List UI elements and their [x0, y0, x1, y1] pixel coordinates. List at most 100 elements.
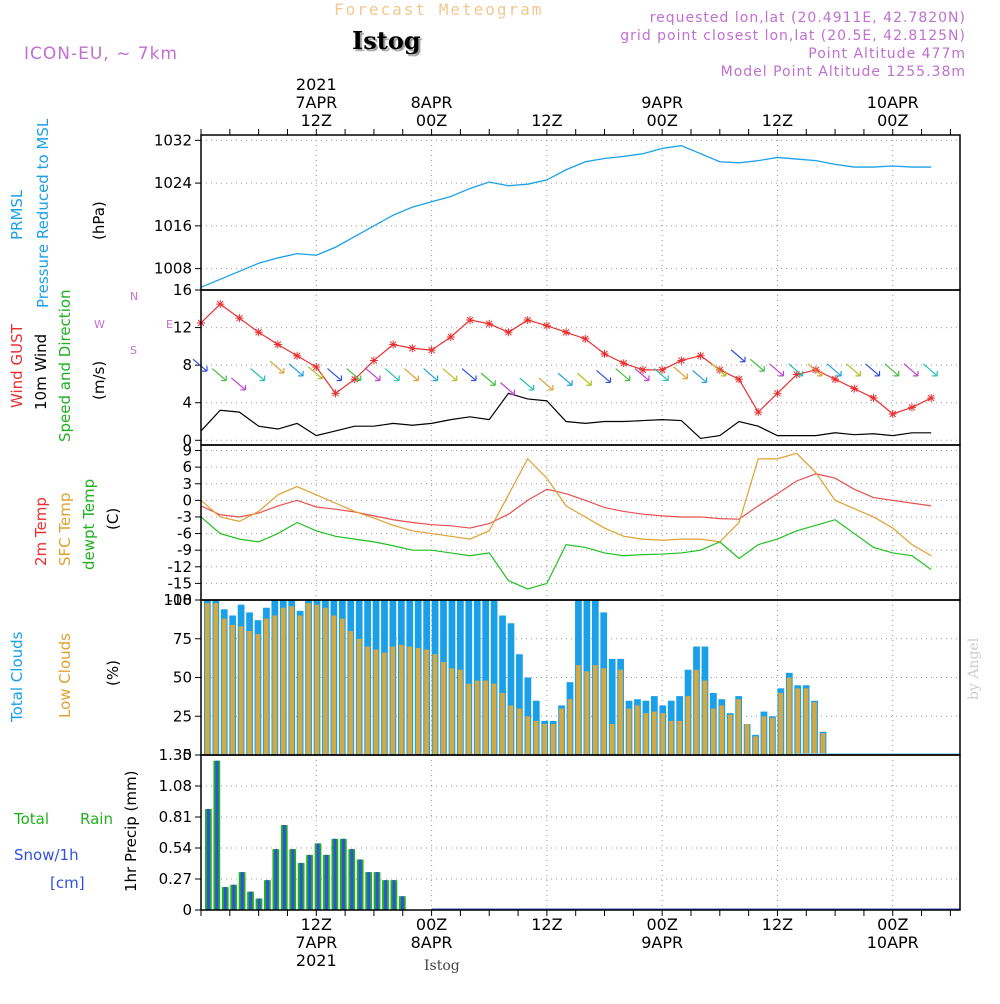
gust-marker	[658, 365, 667, 374]
y-tick-label: 12	[173, 319, 192, 337]
wind-arrow	[845, 363, 861, 377]
wind-gust-label: Wind GUST	[8, 324, 26, 408]
y-tick-label: 0	[182, 746, 192, 764]
snow-bar	[375, 872, 379, 910]
low-cloud-bar	[753, 736, 758, 755]
gust-marker	[907, 403, 916, 412]
wind-arrow-head	[605, 377, 612, 384]
wind-arrow-head	[567, 380, 573, 386]
wind-10m-label: 10m Wind	[32, 333, 50, 410]
compass-s: S	[130, 344, 137, 357]
wind-arrow	[788, 363, 804, 377]
wind-speed-dir-label: Speed and Direction	[56, 289, 74, 442]
total-cloud-bar	[473, 600, 481, 755]
total-cloud-bar	[482, 600, 490, 755]
gust-marker	[331, 389, 340, 398]
low-cloud-bar	[474, 680, 480, 755]
temp-sfc-line	[200, 452, 932, 557]
wind-arrow-head	[317, 373, 323, 380]
wind-arrow-head	[490, 380, 496, 386]
wind-arrow	[557, 372, 573, 386]
low-cloud-bar	[398, 644, 404, 755]
low-cloud-bar	[441, 662, 446, 755]
wind-arrow	[346, 368, 362, 382]
time-label-bottom: 7APR	[295, 933, 337, 952]
wind-arrow-head	[836, 370, 842, 377]
pressure-label-1: PRMSL	[8, 189, 26, 240]
time-label-bottom: 2021	[296, 951, 337, 970]
wind-arrow	[365, 368, 381, 382]
gust-marker	[273, 340, 282, 349]
low-cloud-bar	[812, 702, 817, 755]
wind-arrow	[384, 368, 400, 382]
gust-marker	[831, 375, 840, 384]
time-label-top: 10APR	[867, 93, 919, 112]
gust-marker	[735, 375, 744, 384]
wind-arrow-head	[682, 373, 688, 380]
wind-arrow-head	[586, 380, 592, 386]
wind-arrow-head	[816, 370, 823, 377]
snow-bar	[291, 849, 295, 910]
snow-bar	[274, 849, 278, 910]
low-cloud-bar	[711, 708, 716, 755]
gust-marker	[638, 365, 647, 374]
gust-marker	[581, 334, 590, 343]
low-cloud-bar	[761, 716, 767, 755]
low-cloud-bar	[795, 688, 800, 755]
wind-arrow	[653, 368, 669, 382]
low-cloud-bar	[770, 717, 775, 755]
low-cloud-bar	[786, 677, 792, 755]
low-cloud-bar	[491, 683, 497, 755]
precip-cm-label: [cm]	[50, 874, 85, 892]
wind-arrow	[231, 377, 246, 391]
y-tick-label: 16	[173, 281, 192, 299]
total-cloud-bar	[516, 654, 523, 755]
wind-arrow-head	[509, 389, 516, 396]
wind-arrow-head	[259, 375, 266, 382]
wind-arrow-head	[912, 370, 919, 377]
low-cloud-bar	[668, 720, 674, 755]
gust-marker	[389, 340, 398, 349]
low-cloud-bar	[415, 648, 421, 755]
low-cloud-bar	[744, 724, 750, 755]
y-tick-label: -15	[168, 574, 193, 592]
low-cloud-bar	[230, 624, 235, 755]
wind-arrow	[250, 368, 266, 382]
wind-arrow-head	[701, 377, 708, 384]
time-label-bottom: 00Z	[877, 915, 908, 934]
wind-arrow	[461, 368, 477, 382]
snow-bar	[249, 891, 253, 910]
wind-arrow	[749, 358, 765, 372]
gust-marker	[869, 394, 878, 403]
snow-bar	[341, 838, 345, 910]
y-tick-label: 0	[182, 431, 192, 449]
low-cloud-bar	[449, 668, 455, 755]
compass-w: W	[94, 318, 105, 331]
wind-arrow-head	[278, 368, 285, 374]
time-label-top: 00Z	[877, 111, 908, 130]
y-tick-label: 50	[173, 669, 192, 687]
panel-frame	[200, 134, 961, 291]
wind-arrow-head	[797, 370, 804, 377]
wind-arrow	[730, 349, 746, 363]
y-tick-label: 0	[182, 491, 192, 509]
snow-bar	[400, 896, 404, 910]
gust-marker	[927, 394, 936, 403]
low-cloud-bar	[306, 603, 311, 755]
wind-arrow-head	[355, 375, 362, 382]
low-cloud-bar	[390, 646, 396, 755]
gust-marker	[792, 370, 801, 379]
gust-marker	[677, 356, 686, 365]
wind-arrow-head	[413, 375, 419, 382]
y-tick-label: 6	[182, 458, 192, 476]
y-tick-label: -6	[177, 525, 192, 543]
time-label-bottom: 8APR	[411, 933, 453, 952]
gust-marker	[811, 365, 820, 374]
snow-bar	[299, 862, 303, 910]
low-cloud-bar	[803, 688, 809, 755]
gust-line	[200, 303, 932, 415]
y-tick-label: 1.08	[159, 777, 192, 795]
wind-arrow	[596, 369, 611, 383]
low-cloud-bar	[314, 604, 320, 755]
wind-arrow	[769, 363, 784, 377]
